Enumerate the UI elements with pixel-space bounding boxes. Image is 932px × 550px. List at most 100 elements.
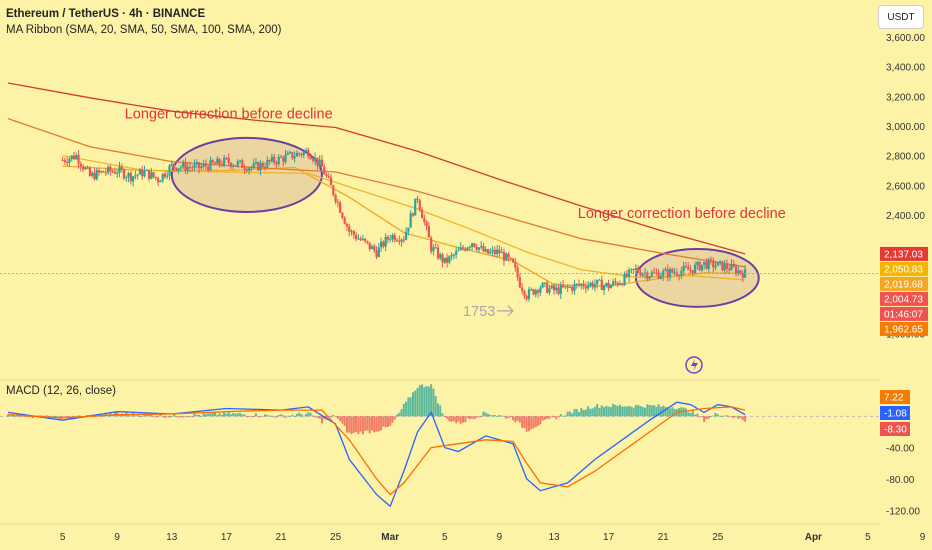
candle-body xyxy=(341,212,344,218)
candle-body xyxy=(580,283,583,286)
candle-body xyxy=(382,241,385,247)
candle-body xyxy=(218,158,221,165)
candle-body xyxy=(134,175,137,177)
macd-histogram-bar xyxy=(259,416,262,418)
candle-body xyxy=(441,254,444,263)
macd-histogram-bar xyxy=(163,416,166,418)
macd-histogram-bar xyxy=(653,405,656,417)
candle-body xyxy=(607,283,610,289)
highlight-ellipse-2 xyxy=(634,248,760,308)
candle-body xyxy=(637,267,640,273)
candle-body xyxy=(516,267,519,278)
macd-histogram-bar xyxy=(32,416,35,419)
candle-body xyxy=(530,289,533,291)
candle-body xyxy=(407,227,410,232)
candle-body xyxy=(250,167,253,169)
macd-histogram-bar xyxy=(407,397,410,417)
candle-body xyxy=(455,251,458,255)
candle-body xyxy=(400,239,403,242)
price-tick-label: 3,000.00 xyxy=(886,122,925,133)
macd-histogram-bar xyxy=(439,405,442,417)
candle-body xyxy=(614,281,617,283)
macd-histogram-bar xyxy=(496,415,499,417)
macd-histogram-bar xyxy=(366,416,369,431)
macd-histogram-bar xyxy=(703,416,706,422)
candle-body xyxy=(659,276,663,279)
candle-body xyxy=(739,270,742,274)
macd-histogram-bar xyxy=(664,406,667,417)
candle-body xyxy=(138,169,142,175)
macd-histogram-bar xyxy=(573,409,576,417)
macd-histogram-bar xyxy=(211,412,214,417)
candle-body xyxy=(502,252,506,261)
candle-body xyxy=(291,152,294,159)
macd-legend[interactable]: MACD (12, 26, close) xyxy=(6,385,116,397)
ma-ribbon-legend[interactable]: MA Ribbon (SMA, 20, SMA, 50, SMA, 100, S… xyxy=(6,24,282,36)
macd-histogram-bar xyxy=(562,415,565,417)
macd-histogram-bar xyxy=(514,416,517,423)
macd-histogram-bar xyxy=(111,415,114,417)
macd-histogram-bar xyxy=(393,416,396,420)
time-tick-label: 17 xyxy=(221,532,233,543)
macd-histogram-bar xyxy=(193,413,196,417)
candle-body xyxy=(209,159,212,171)
macd-histogram-bar xyxy=(530,416,533,430)
macd-histogram-bar xyxy=(493,415,496,417)
candle-body xyxy=(254,162,258,164)
time-tick-label: Mar xyxy=(381,532,399,543)
macd-histogram-bar xyxy=(427,386,430,417)
candle-body xyxy=(484,249,487,252)
macd-histogram-bar xyxy=(532,416,535,429)
macd-histogram-bar xyxy=(452,416,455,422)
candle-body xyxy=(109,166,112,172)
candle-body xyxy=(723,264,726,271)
candle-body xyxy=(662,271,665,277)
macd-histogram-bar xyxy=(593,406,596,417)
candle-body xyxy=(298,153,301,155)
macd-histogram-bar xyxy=(425,386,428,417)
candle-body xyxy=(521,287,524,291)
candle-body xyxy=(120,166,123,170)
macd-histogram-bar xyxy=(698,416,701,418)
price-tag-2 xyxy=(880,261,928,276)
macd-histogram-bar xyxy=(386,416,389,427)
macd-histogram-bar xyxy=(302,415,305,417)
candle-body xyxy=(129,172,132,182)
macd-histogram-bar xyxy=(236,413,239,417)
candle-body xyxy=(186,166,189,171)
candle-body xyxy=(445,257,449,263)
macd-histogram-bar xyxy=(289,415,292,417)
macd-histogram-bar xyxy=(252,416,255,418)
macd-histogram-bar xyxy=(709,416,712,417)
candle-body xyxy=(184,162,187,171)
macd-histogram-bar xyxy=(27,416,30,418)
macd-histogram-bar xyxy=(637,404,640,417)
macd-histogram-bar xyxy=(307,412,310,417)
price-tag-1 xyxy=(880,246,928,261)
candle-body xyxy=(514,262,517,268)
candle-body xyxy=(163,173,167,177)
candle-body xyxy=(632,268,635,270)
candle-body xyxy=(482,245,485,252)
macd-histogram-bar xyxy=(525,416,528,432)
currency-button[interactable]: USDT xyxy=(878,5,924,29)
macd-histogram-bar xyxy=(298,412,301,417)
candle-body xyxy=(436,247,440,259)
macd-tick-label: -40.00 xyxy=(886,444,915,455)
macd-histogram-bar xyxy=(154,416,157,418)
macd-histogram-bar xyxy=(473,416,476,420)
candle-body xyxy=(243,167,246,170)
candle-body xyxy=(464,248,467,251)
macd-tag-label: -8.30 xyxy=(884,425,907,436)
macd-histogram-bar xyxy=(207,413,210,417)
candle-body xyxy=(730,263,733,271)
signal-line xyxy=(7,406,746,496)
candle-body xyxy=(95,170,98,180)
lightning-circle xyxy=(685,356,703,374)
macd-histogram-bar xyxy=(455,416,458,424)
candle-body xyxy=(518,277,521,288)
macd-histogram-bar xyxy=(543,416,546,420)
time-tick-label: 25 xyxy=(330,532,342,543)
